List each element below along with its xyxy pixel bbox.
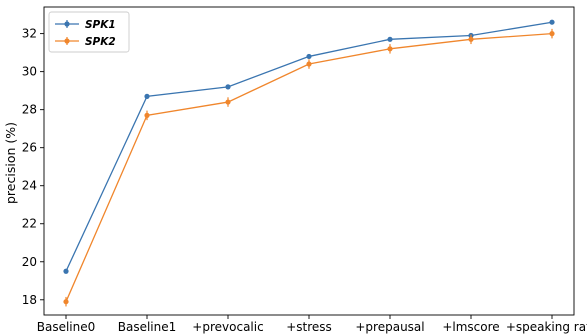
data-point-SPK2-4 (387, 46, 393, 52)
x-tick-label-4: +prepausal (355, 320, 424, 334)
legend-label-SPK1: SPK1 (85, 19, 116, 31)
y-tick-label-7: 32 (22, 27, 37, 41)
x-tick-label-6: +speaking rate (506, 320, 587, 334)
data-point-SPK2-1 (144, 112, 150, 118)
y-tick-label-1: 20 (22, 255, 37, 269)
data-point-SPK1-6 (549, 19, 555, 25)
x-tick-label-5: +lmscore (442, 320, 499, 334)
legend: SPK1 SPK2 (48, 11, 130, 53)
plot-area: 18 20 22 24 26 28 30 32 Baseline0 Baseline1 +prevo… (22, 6, 587, 334)
x-tick-label-3: +stress (286, 320, 332, 334)
x-tick-label-0: Baseline0 (37, 320, 96, 334)
data-point-SPK1-1 (144, 93, 150, 99)
data-point-SPK1-2 (225, 84, 231, 90)
data-point-SPK1-4 (387, 36, 393, 42)
data-point-SPK1-3 (306, 53, 312, 60)
y-axis-label: precision (%) (3, 122, 18, 204)
plot-frame (43, 6, 575, 316)
y-tick-label-4: 26 (22, 141, 37, 155)
x-tick-label-1: Baseline1 (118, 320, 177, 334)
legend-marker-SPK2 (64, 38, 70, 44)
data-point-SPK2-3 (306, 61, 312, 67)
data-point-SPK2-6 (549, 31, 555, 37)
data-point-SPK2-0 (63, 299, 69, 305)
legend-label-SPK2: SPK2 (85, 36, 116, 48)
y-tick-label-6: 30 (22, 65, 37, 79)
x-tick-label-2: +prevocalic (192, 320, 263, 334)
data-point-SPK2-5 (468, 36, 474, 42)
data-point-SPK1-0 (63, 268, 69, 274)
y-tick-label-3: 24 (22, 179, 37, 193)
y-tick-label-2: 22 (22, 217, 37, 231)
data-point-SPK2-2 (225, 99, 231, 105)
y-tick-label-5: 28 (22, 103, 37, 117)
y-tick-label-0: 18 (22, 293, 37, 307)
series-line-SPK2 (65, 32, 553, 302)
legend-marker-SPK1 (64, 21, 70, 27)
